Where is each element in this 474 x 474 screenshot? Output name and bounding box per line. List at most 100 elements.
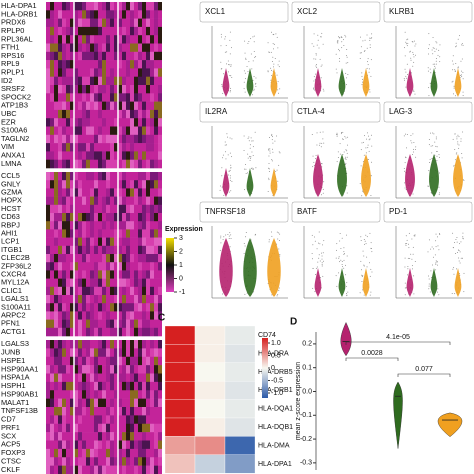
dot (321, 194, 323, 196)
heat-cell (102, 134, 106, 144)
heat-cell (142, 35, 146, 44)
heat-cell (194, 381, 226, 400)
heat-cell (134, 159, 138, 169)
heat-cell (142, 10, 146, 19)
heat-cell (114, 172, 118, 181)
heat-cell (110, 270, 114, 279)
heat-cell (98, 448, 102, 458)
gene-label: ACP5 (1, 440, 20, 449)
heat-cell (154, 295, 158, 304)
dot (346, 285, 348, 287)
dot (317, 39, 319, 41)
heat-cell (70, 2, 74, 11)
heat-cell (74, 237, 78, 247)
heat-cell (150, 76, 154, 86)
dot (251, 167, 253, 169)
heat-cell (110, 172, 114, 181)
heat-cell (130, 398, 134, 408)
violin (454, 68, 462, 97)
heat-cell (150, 390, 154, 399)
heat-cell (54, 221, 58, 230)
heat-cell (102, 440, 106, 450)
panel-title: BATF (297, 207, 317, 216)
heat-cell (78, 213, 82, 222)
heat-cell (150, 172, 154, 181)
heat-cell (62, 101, 66, 111)
heat-cell (70, 348, 74, 358)
heat-cell (94, 295, 98, 304)
heat-cell (90, 356, 94, 366)
dot (412, 65, 414, 67)
dot (312, 244, 314, 246)
dot (223, 194, 225, 196)
dot (413, 56, 415, 58)
heat-cell (146, 10, 150, 19)
heat-cell (150, 465, 154, 474)
heat-cell (50, 60, 54, 69)
heat-cell (86, 340, 90, 349)
dot (340, 133, 342, 135)
heat-cell (90, 286, 94, 296)
panel-label: C (158, 313, 165, 324)
heat-cell (74, 76, 78, 86)
dot (462, 236, 464, 238)
heat-cell (150, 311, 154, 320)
dot (320, 65, 322, 67)
heat-cell (98, 286, 102, 296)
heat-cell (134, 35, 138, 44)
dot (457, 67, 459, 69)
colorbar-tick-label: -1.0 (271, 390, 283, 397)
dot (227, 174, 229, 176)
dot (435, 263, 437, 265)
dot (315, 54, 317, 56)
heat-cell (98, 457, 102, 466)
heat-cell (86, 213, 90, 222)
heat-cell (102, 327, 106, 337)
heat-cell (110, 398, 114, 408)
dot (247, 42, 249, 44)
heat-cell (62, 270, 66, 279)
heat-cell (50, 18, 54, 28)
heat-cell (50, 204, 54, 214)
dot (253, 35, 255, 37)
dot (231, 180, 233, 182)
dot (409, 257, 411, 259)
heat-cell (150, 348, 154, 358)
heat-cell (122, 237, 126, 247)
dot (437, 54, 439, 56)
heat-cell (150, 295, 154, 304)
heat-cell (86, 303, 90, 312)
dot (453, 267, 455, 269)
dot (359, 52, 361, 54)
dot (362, 161, 364, 163)
heat-cell (66, 221, 70, 230)
dot (249, 156, 251, 158)
heat-cell (146, 2, 150, 11)
heat-cell (94, 93, 98, 102)
heat-cell (74, 465, 78, 474)
dot (346, 282, 348, 284)
heat-cell (134, 365, 138, 374)
heat-cell (106, 311, 110, 320)
violin (362, 68, 370, 97)
dot (413, 151, 415, 153)
violin (219, 238, 233, 297)
heat-cell (46, 10, 50, 19)
dot (459, 243, 461, 245)
heat-cell (86, 423, 90, 433)
dot (370, 59, 372, 61)
heat-cell (106, 43, 110, 53)
heat-cell (74, 213, 78, 222)
heat-cell (86, 262, 90, 271)
heat-cell (130, 465, 134, 474)
dot (338, 48, 340, 50)
heat-cell (54, 278, 58, 288)
heat-cell (158, 180, 162, 189)
dot (403, 168, 405, 170)
heat-cell (126, 101, 130, 111)
dot (345, 62, 347, 64)
heat-cell (114, 85, 118, 94)
heat-cell (98, 118, 102, 127)
dot (220, 242, 222, 244)
heat-cell (106, 2, 110, 11)
